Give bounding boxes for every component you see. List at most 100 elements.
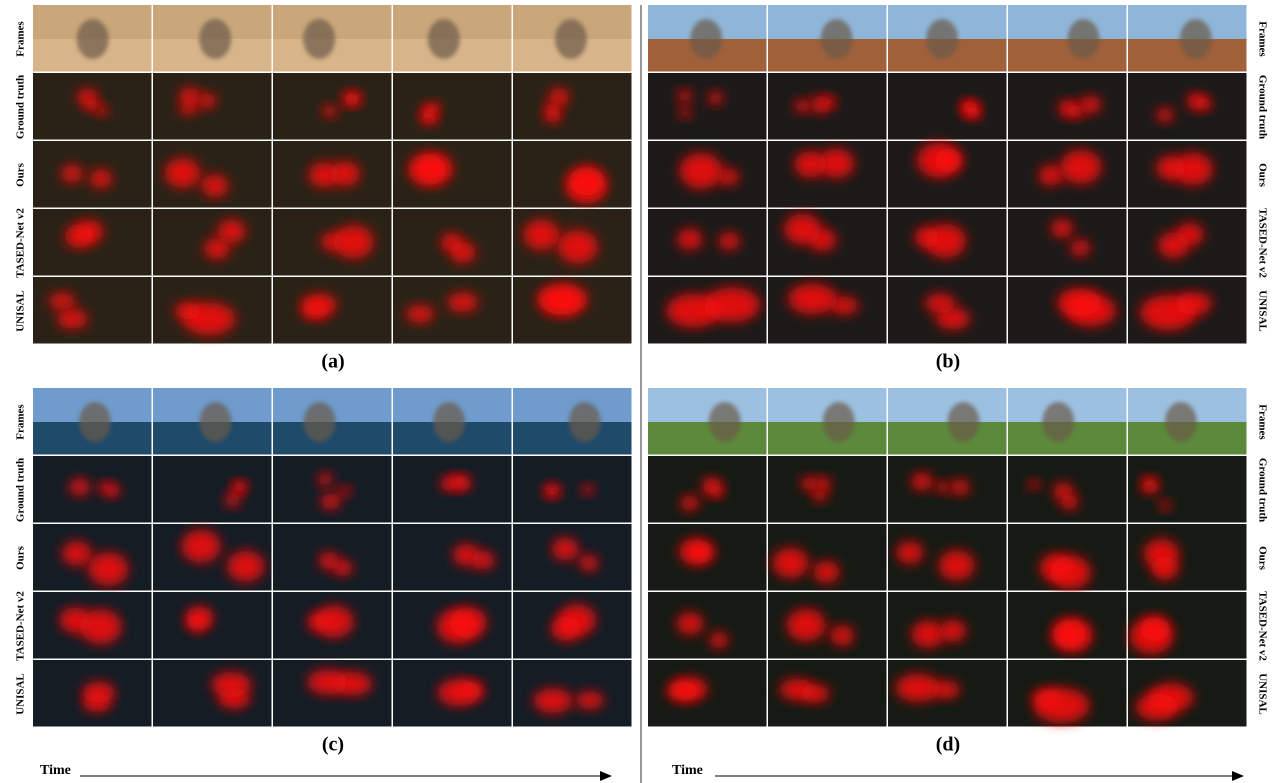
heat-blob [911, 473, 932, 491]
saliency-map [768, 277, 887, 344]
saliency-map [153, 209, 272, 276]
video-frame [33, 5, 152, 72]
heat-blob [1050, 556, 1091, 590]
saliency-map [768, 592, 887, 659]
heat-blob [1028, 480, 1040, 490]
row-label: UNISAL [1256, 290, 1268, 332]
heat-blob [704, 287, 760, 322]
saliency-map [648, 592, 767, 659]
heat-blob [1060, 495, 1078, 510]
heat-blob [96, 105, 109, 116]
time-label: Time [40, 763, 71, 778]
frame-subject [199, 19, 231, 59]
heat-blob [551, 616, 581, 641]
heat-blob [211, 672, 251, 697]
heat-blob [1142, 480, 1159, 495]
heat-blob [681, 495, 700, 511]
map-bg [153, 592, 272, 659]
video-frame [153, 5, 272, 72]
heat-blob [823, 96, 836, 107]
saliency-map [153, 141, 272, 208]
heat-blob [344, 93, 360, 106]
heat-blob [940, 620, 966, 642]
saliency-map [768, 73, 887, 140]
frame-subject [569, 402, 601, 442]
time-label: Time [672, 763, 703, 778]
map-bg [513, 456, 632, 523]
saliency-map [153, 660, 272, 727]
video-frame [273, 388, 392, 455]
heat-blob [406, 305, 434, 323]
saliency-map [33, 141, 152, 208]
heat-blob [1159, 500, 1171, 510]
panel: FramesGround truthOursTASED-Net v2UNISAL… [15, 5, 632, 373]
frame-subject [433, 402, 465, 442]
row-label: Frames [15, 21, 27, 57]
saliency-map [153, 277, 272, 344]
heat-blob [1158, 232, 1189, 258]
video-frame [393, 5, 512, 72]
heat-blob [533, 689, 572, 714]
heat-blob [88, 552, 128, 585]
heat-blob [179, 88, 200, 106]
frame-subject [1042, 402, 1074, 442]
heat-blob [895, 674, 939, 702]
saliency-map [273, 456, 392, 523]
map-bg [648, 660, 767, 727]
map-bg [648, 592, 767, 659]
heat-blob [1057, 288, 1101, 316]
heat-blob [99, 482, 112, 493]
frame-subject [947, 402, 979, 442]
saliency-map [273, 73, 392, 140]
saliency-map [153, 524, 272, 591]
row-label: TASED-Net v2 [1256, 591, 1268, 661]
heat-blob [794, 99, 810, 113]
video-frame [888, 5, 1007, 72]
video-frame [888, 388, 1007, 455]
row-label: UNISAL [15, 673, 27, 715]
saliency-map [273, 209, 392, 276]
heat-blob [914, 227, 939, 247]
saliency-map [1128, 592, 1247, 659]
row-label: Ground truth [15, 458, 27, 522]
heat-blob [339, 486, 352, 496]
panel: FramesGround truthOursTASED-Net v2UNISAL… [648, 5, 1268, 373]
saliency-map [1128, 73, 1247, 140]
video-frame [1128, 388, 1247, 455]
heat-blob [1156, 156, 1185, 180]
heat-blob [830, 626, 854, 646]
heat-blob [49, 293, 75, 309]
heat-blob [57, 309, 88, 328]
heat-blob [708, 92, 723, 105]
saliency-map [33, 524, 152, 591]
time-arrow-head [600, 771, 612, 781]
heat-blob [333, 225, 373, 258]
frame-ground [648, 422, 767, 455]
heat-blob [472, 551, 495, 570]
saliency-map [273, 277, 392, 344]
panel: FramesGround truthOursTASED-Net v2UNISAL… [648, 388, 1268, 756]
row-label: UNISAL [15, 290, 27, 332]
saliency-map [1128, 456, 1247, 523]
heat-blob [225, 493, 241, 507]
saliency-map [888, 456, 1007, 523]
frame-subject [1180, 19, 1212, 59]
heat-blob [545, 103, 561, 116]
panel-caption: (a) [321, 351, 344, 373]
heat-blob [784, 214, 821, 245]
saliency-map [1128, 141, 1247, 208]
heat-blob [82, 682, 115, 702]
map-bg [33, 277, 152, 344]
frame-subject [1165, 402, 1197, 442]
heat-blob [1039, 165, 1064, 186]
heat-blob [679, 107, 692, 118]
row-label: Ours [1256, 546, 1268, 571]
saliency-map [888, 73, 1007, 140]
heat-blob [801, 685, 830, 703]
heat-blob [951, 479, 970, 495]
frame-subject [303, 402, 335, 442]
row-label: TASED-Net v2 [15, 208, 27, 278]
frame-subject [303, 19, 335, 59]
saliency-map [768, 141, 887, 208]
heat-blob [1195, 97, 1211, 111]
